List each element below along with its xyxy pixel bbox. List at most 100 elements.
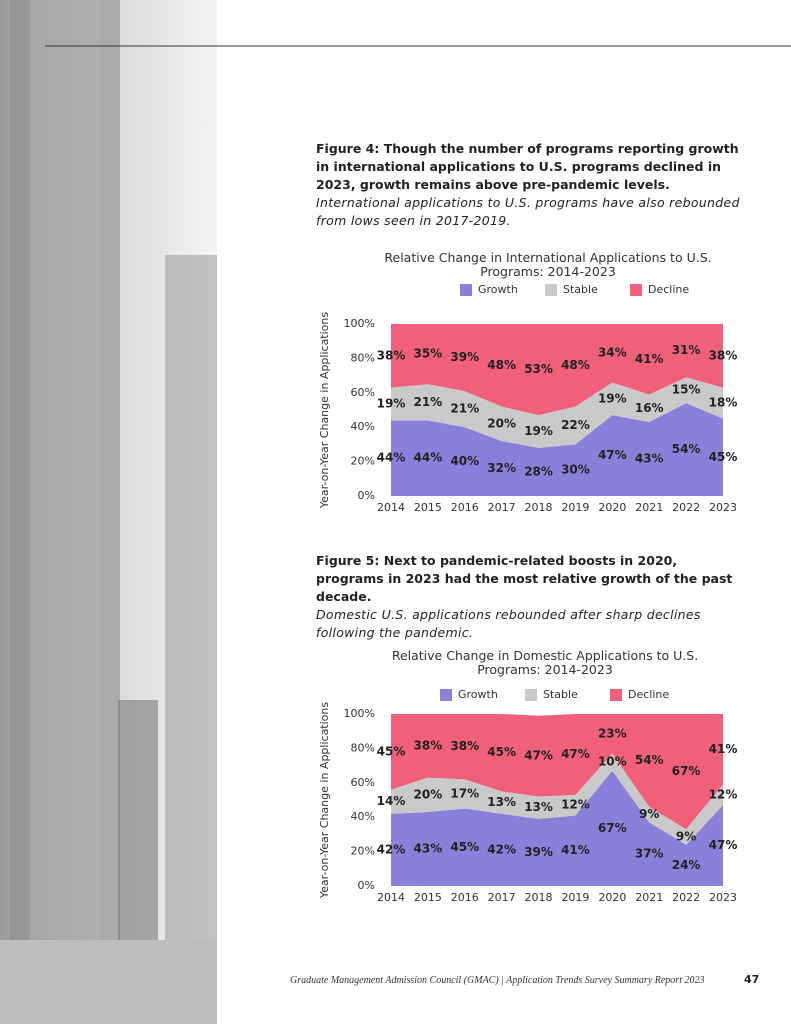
data-label: 30%	[561, 463, 590, 477]
y-tick-label: 0%	[358, 489, 375, 502]
legend-swatch	[440, 689, 452, 701]
data-label: 20%	[487, 416, 516, 430]
y-tick-label: 60%	[351, 386, 375, 399]
data-label: 54%	[635, 753, 664, 767]
data-label: 67%	[672, 764, 701, 778]
y-tick-label: 100%	[344, 707, 375, 720]
data-label: 35%	[414, 347, 443, 361]
data-label: 24%	[672, 858, 701, 872]
data-label: 13%	[524, 800, 553, 814]
building	[165, 255, 217, 955]
legend-label: Stable	[543, 688, 578, 701]
x-tick-label: 2019	[561, 891, 589, 904]
y-tick-label: 80%	[351, 351, 375, 364]
figure-subheading: International applications to U.S. progr…	[316, 195, 740, 228]
data-label: 43%	[635, 452, 664, 466]
x-tick-label: 2022	[672, 501, 700, 514]
data-label: 38%	[377, 348, 406, 362]
figure-subheading: Domestic U.S. applications rebounded aft…	[316, 607, 701, 640]
data-label: 45%	[487, 745, 516, 759]
x-tick-label: 2022	[672, 891, 700, 904]
x-tick-label: 2019	[561, 501, 589, 514]
x-tick-label: 2018	[525, 501, 553, 514]
figure-heading: Figure 4: Though the number of programs …	[316, 141, 739, 192]
data-label: 54%	[672, 442, 701, 456]
data-label: 41%	[561, 843, 590, 857]
building	[30, 0, 100, 960]
data-label: 20%	[414, 787, 443, 801]
data-label: 41%	[635, 352, 664, 366]
y-tick-label: 0%	[358, 879, 375, 892]
data-label: 44%	[414, 451, 443, 465]
data-label: 42%	[377, 842, 406, 856]
area	[391, 377, 723, 448]
data-label: 23%	[598, 726, 627, 740]
data-label: 41%	[709, 742, 738, 756]
area	[391, 770, 723, 886]
y-axis-title: Year-on-Year Change in Applications	[318, 312, 331, 510]
data-label: 45%	[377, 744, 406, 758]
area	[391, 403, 723, 496]
area	[391, 714, 723, 830]
x-tick-label: 2023	[709, 501, 737, 514]
x-tick-label: 2021	[635, 891, 663, 904]
data-label: 13%	[487, 795, 516, 809]
data-label: 38%	[709, 348, 738, 362]
data-label: 18%	[709, 396, 738, 410]
data-label: 39%	[524, 845, 553, 859]
x-tick-label: 2014	[377, 501, 405, 514]
data-label: 21%	[414, 395, 443, 409]
data-label: 45%	[709, 450, 738, 464]
x-tick-label: 2016	[451, 891, 479, 904]
y-tick-label: 20%	[351, 455, 375, 468]
data-label: 19%	[524, 424, 553, 438]
data-label: 39%	[450, 350, 479, 364]
x-tick-label: 2016	[451, 501, 479, 514]
data-label: 31%	[672, 343, 701, 357]
figure-heading: Figure 5: Next to pandemic-related boost…	[316, 553, 733, 604]
chart-title: Relative Change in International Applica…	[384, 250, 712, 279]
x-tick-label: 2021	[635, 501, 663, 514]
page-number: 47	[744, 973, 760, 986]
x-tick-label: 2014	[377, 891, 405, 904]
data-label: 17%	[450, 786, 479, 800]
legend-swatch	[460, 284, 472, 296]
figure-caption: Figure 4: Though the number of programs …	[316, 140, 746, 230]
data-label: 47%	[709, 838, 738, 852]
x-tick-label: 2020	[598, 501, 626, 514]
data-label: 19%	[598, 391, 627, 405]
y-tick-label: 20%	[351, 845, 375, 858]
legend-label: Stable	[563, 283, 598, 296]
data-label: 37%	[635, 847, 664, 861]
data-label: 9%	[639, 807, 659, 821]
footer: Graduate Management Admission Council (G…	[290, 975, 705, 986]
data-label: 38%	[450, 739, 479, 753]
data-label: 12%	[709, 787, 738, 801]
building	[118, 700, 158, 950]
legend-swatch	[525, 689, 537, 701]
x-tick-label: 2015	[414, 891, 442, 904]
x-tick-label: 2017	[488, 501, 516, 514]
figure-caption: Figure 5: Next to pandemic-related boost…	[316, 552, 746, 642]
legend-swatch	[545, 284, 557, 296]
x-tick-label: 2015	[414, 501, 442, 514]
area	[391, 753, 723, 845]
legend-label: Growth	[458, 688, 498, 701]
y-tick-label: 80%	[351, 741, 375, 754]
x-tick-label: 2018	[525, 891, 553, 904]
y-tick-label: 40%	[351, 810, 375, 823]
y-tick-label: 60%	[351, 776, 375, 789]
chart-title: Relative Change in Domestic Applications…	[391, 648, 699, 677]
street	[0, 940, 217, 1024]
data-label: 21%	[450, 402, 479, 416]
y-tick-label: 100%	[344, 317, 375, 330]
data-label: 67%	[598, 821, 627, 835]
legend-label: Growth	[478, 283, 518, 296]
data-label: 43%	[414, 842, 443, 856]
data-label: 44%	[377, 451, 406, 465]
data-label: 40%	[450, 454, 479, 468]
data-label: 14%	[377, 794, 406, 808]
data-label: 48%	[487, 358, 516, 372]
